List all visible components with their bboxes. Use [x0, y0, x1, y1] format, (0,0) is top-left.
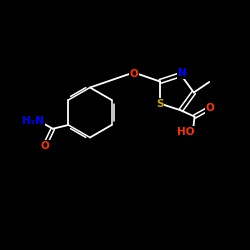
Text: O: O — [130, 69, 138, 79]
Text: H₂N: H₂N — [22, 116, 44, 126]
Text: N: N — [178, 68, 186, 78]
Text: O: O — [41, 141, 50, 151]
Text: O: O — [206, 103, 214, 113]
Text: S: S — [156, 98, 164, 108]
Text: HO: HO — [177, 126, 194, 136]
